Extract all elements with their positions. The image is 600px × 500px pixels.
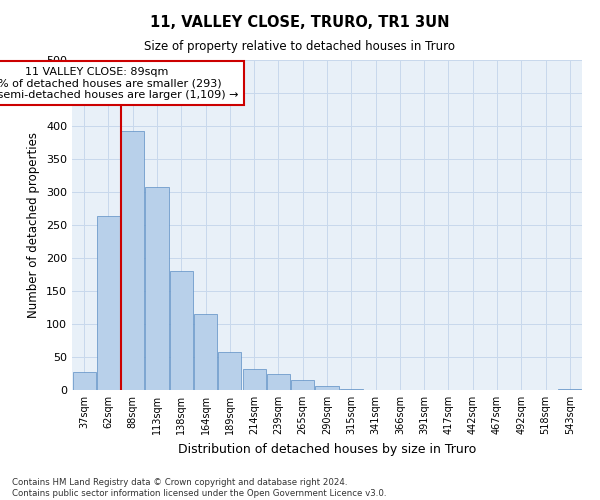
Bar xyxy=(267,374,290,390)
Bar xyxy=(194,314,217,390)
Text: 11 VALLEY CLOSE: 89sqm
← 21% of detached houses are smaller (293)
78% of semi-de: 11 VALLEY CLOSE: 89sqm ← 21% of detached… xyxy=(0,66,238,100)
Text: Contains HM Land Registry data © Crown copyright and database right 2024.
Contai: Contains HM Land Registry data © Crown c… xyxy=(12,478,386,498)
Y-axis label: Number of detached properties: Number of detached properties xyxy=(28,132,40,318)
Bar xyxy=(97,216,120,390)
Bar xyxy=(73,372,95,390)
Bar xyxy=(291,380,314,390)
Text: 11, VALLEY CLOSE, TRURO, TR1 3UN: 11, VALLEY CLOSE, TRURO, TR1 3UN xyxy=(150,15,450,30)
Bar xyxy=(145,186,169,390)
Bar xyxy=(170,271,193,390)
X-axis label: Distribution of detached houses by size in Truro: Distribution of detached houses by size … xyxy=(178,442,476,456)
Bar xyxy=(316,386,338,390)
Bar xyxy=(242,369,266,390)
Bar xyxy=(218,352,241,390)
Text: Size of property relative to detached houses in Truro: Size of property relative to detached ho… xyxy=(145,40,455,53)
Bar xyxy=(121,130,144,390)
